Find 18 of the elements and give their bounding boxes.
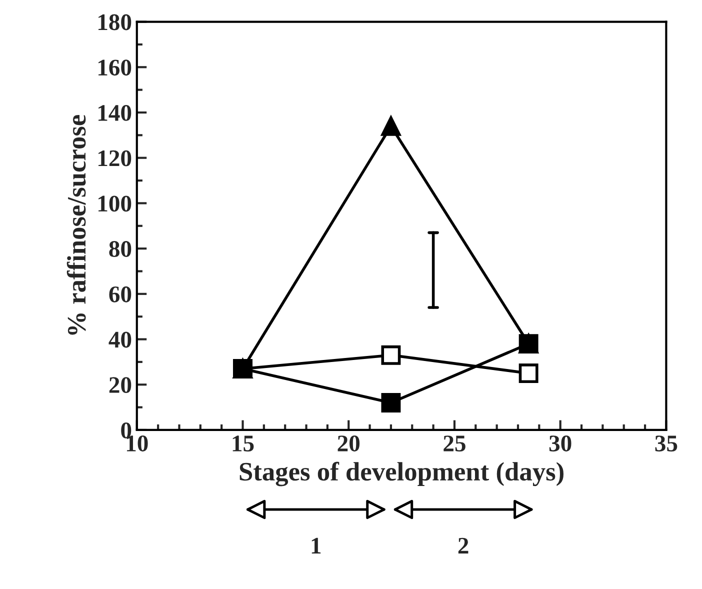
- y-tick-label: 140: [98, 104, 132, 121]
- y-axis-title: % raffinose/sucrose: [66, 115, 86, 335]
- x-tick-label: 35: [655, 436, 678, 452]
- y-tick-label: 60: [109, 286, 132, 302]
- text: 2: [458, 538, 468, 554]
- y-tick-label: 100: [98, 196, 132, 212]
- x-tick-label: 30: [549, 436, 572, 452]
- y-tick-label: 20: [109, 377, 132, 394]
- x-tick-label: 15: [232, 436, 254, 452]
- x-axis-title: Stages of development (days): [240, 462, 564, 486]
- y-tick-label: 160: [98, 60, 132, 76]
- y-tick-label: 120: [98, 150, 132, 166]
- text: 1: [312, 538, 321, 554]
- y-tick-label: 40: [108, 332, 132, 348]
- x-tick-label: 20: [338, 436, 360, 452]
- y-tick-label: 180: [98, 14, 132, 30]
- y-tick-label: 80: [109, 241, 132, 257]
- x-tick-label: 25: [444, 436, 466, 452]
